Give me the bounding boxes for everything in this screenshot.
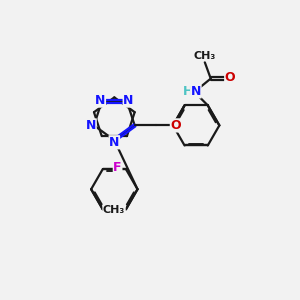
- Text: N: N: [95, 94, 106, 107]
- Text: CH₃: CH₃: [103, 205, 125, 215]
- Text: O: O: [170, 119, 181, 132]
- Text: H: H: [183, 85, 193, 98]
- Text: CH₃: CH₃: [194, 51, 216, 61]
- Text: F: F: [113, 161, 122, 174]
- Text: N: N: [191, 85, 201, 98]
- Text: N: N: [86, 119, 96, 132]
- Text: O: O: [225, 71, 236, 84]
- Text: N: N: [109, 136, 119, 149]
- Text: N: N: [123, 94, 134, 107]
